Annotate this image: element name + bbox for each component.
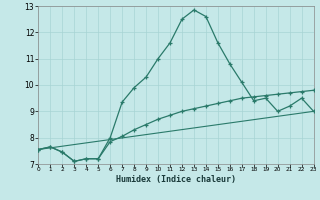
X-axis label: Humidex (Indice chaleur): Humidex (Indice chaleur) <box>116 175 236 184</box>
